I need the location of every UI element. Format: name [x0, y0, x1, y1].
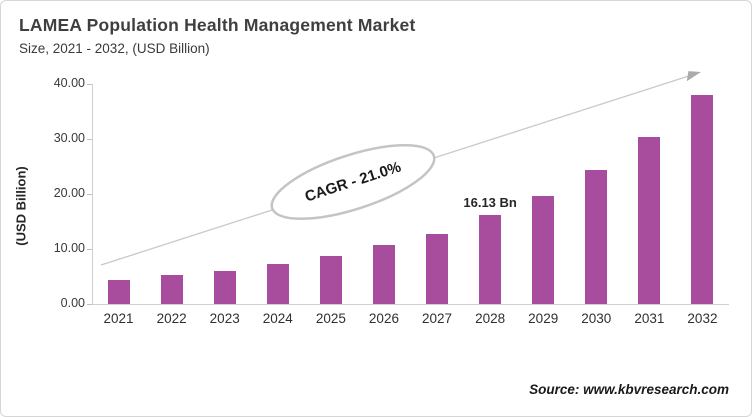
y-tick-mark [87, 249, 92, 250]
cagr-label: CAGR - 21.0% [303, 158, 403, 205]
y-tick-mark [87, 139, 92, 140]
bar-2025 [319, 256, 342, 304]
x-axis-line [92, 304, 729, 305]
y-tick-label: 10.00 [53, 241, 85, 255]
chart-subtitle: Size, 2021 - 2032, (USD Billion) [19, 41, 210, 56]
y-axis-line [92, 84, 93, 305]
x-tick-label-2030: 2030 [581, 311, 612, 326]
bar-2026 [372, 245, 395, 304]
y-tick-mark [87, 84, 92, 85]
cagr-ellipse [270, 144, 436, 220]
y-tick-label: 20.00 [53, 186, 85, 200]
x-tick-label-2027: 2027 [422, 311, 453, 326]
source-credit: Source: www.kbvresearch.com [529, 382, 729, 397]
bar-value-label: 16.13 Bn [463, 195, 517, 211]
x-tick-label-2029: 2029 [528, 311, 559, 326]
y-tick-mark [87, 304, 92, 305]
x-tick-label-2022: 2022 [156, 311, 187, 326]
bar-2023 [213, 271, 236, 304]
y-tick-label: 0.00 [60, 296, 85, 310]
bar-2028 [479, 215, 502, 304]
y-axis-title: (USD Billion) [13, 166, 29, 246]
bar-2022 [160, 275, 183, 304]
x-tick-label-2023: 2023 [209, 311, 240, 326]
x-tick-label-2031: 2031 [634, 311, 665, 326]
x-tick-label-2021: 2021 [103, 311, 134, 326]
bar-2029 [532, 195, 555, 304]
bar-2031 [638, 136, 661, 304]
bar-2030 [585, 169, 608, 304]
chart-title: LAMEA Population Health Management Marke… [19, 15, 416, 35]
y-tick-label: 30.00 [53, 131, 85, 145]
x-tick-label-2026: 2026 [368, 311, 399, 326]
x-tick-label-2025: 2025 [315, 311, 346, 326]
bar-2027 [426, 233, 449, 304]
bar-2032 [691, 95, 714, 304]
x-tick-label-2032: 2032 [687, 311, 718, 326]
x-tick-label-2028: 2028 [475, 311, 506, 326]
y-tick-label: 40.00 [53, 76, 85, 90]
trend-arrow-head-icon [686, 71, 701, 82]
bar-2024 [266, 264, 289, 304]
y-tick-mark [87, 194, 92, 195]
x-tick-label-2024: 2024 [262, 311, 293, 326]
bar-2021 [107, 279, 130, 304]
